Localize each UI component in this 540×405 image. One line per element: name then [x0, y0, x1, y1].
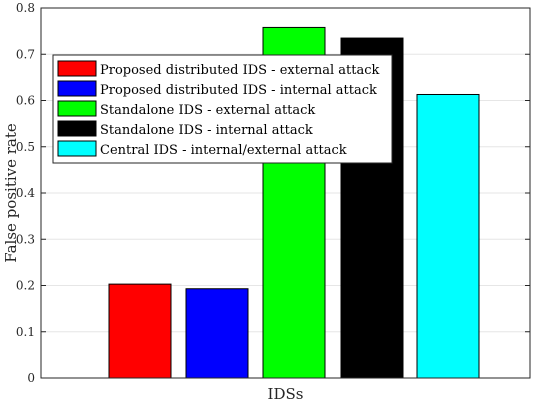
legend-swatch [57, 100, 97, 117]
y-tick-label: 0 [27, 371, 35, 385]
y-tick-label: 0.5 [16, 140, 35, 154]
legend-entry-label: Standalone IDS - external attack [100, 103, 315, 118]
y-axis-label: False positive rate [2, 123, 20, 263]
legend-swatch [57, 120, 97, 137]
bar [416, 93, 480, 379]
y-tick-label: 0.6 [16, 94, 35, 108]
legend-entry-label: Proposed distributed IDS - internal atta… [100, 83, 377, 98]
y-tick-label: 0.8 [16, 1, 35, 15]
y-axis-ticks: 0 0.1 0.2 0.3 0.4 0.5 0.6 0.7 0.8 [16, 1, 530, 385]
bar [185, 288, 249, 379]
y-tick-label: 0.4 [16, 186, 35, 200]
legend-box [52, 54, 393, 164]
legend-swatch [57, 80, 97, 97]
y-tick-label: 0.2 [16, 279, 35, 293]
y-tick-label: 0.3 [16, 232, 35, 246]
y-tick-label: 0.1 [16, 325, 35, 339]
legend: Proposed distributed IDS - external atta… [52, 54, 393, 164]
legend-entry-label: Proposed distributed IDS - external atta… [100, 63, 379, 78]
y-tick-label: 0.7 [16, 47, 35, 61]
x-axis-label: IDSs [268, 385, 304, 403]
legend-swatch [57, 140, 97, 157]
legend-entry-label: Central IDS - internal/external attack [100, 143, 347, 158]
legend-swatch [57, 60, 97, 77]
legend-entry-label: Standalone IDS - internal attack [100, 123, 313, 138]
bar [108, 283, 172, 379]
